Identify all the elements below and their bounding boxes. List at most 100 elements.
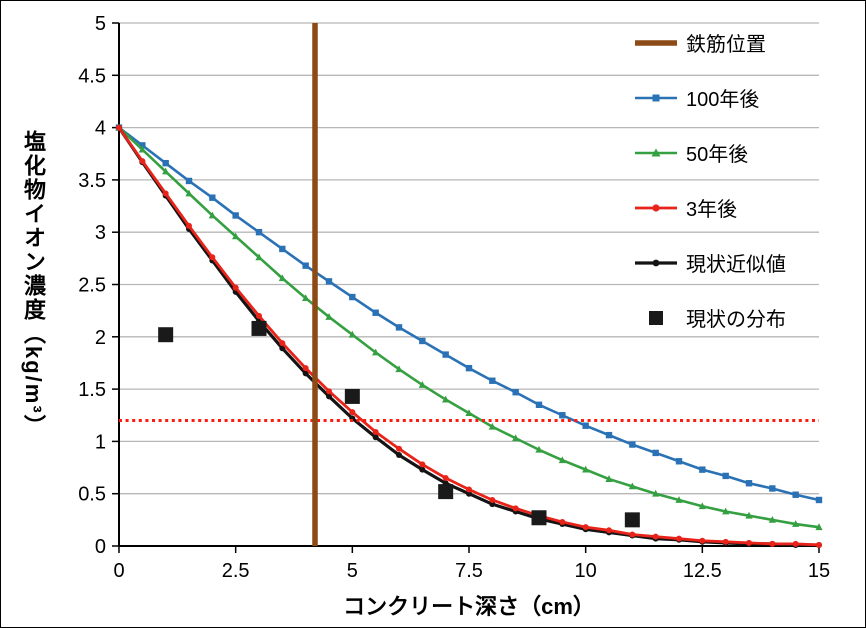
y-tick-label: 4 [95,118,106,140]
marker-3y [652,533,659,540]
marker-3y [396,445,402,452]
legend-item-rebar: 鉄筋位置 [633,15,786,70]
marker-3y [302,365,309,372]
marker-3y [769,540,776,547]
marker-current-fit [419,466,426,473]
y-tick-label: 1.5 [78,379,106,401]
marker-3y [186,222,192,229]
marker-100y [675,458,683,465]
marker-100y [512,389,519,396]
y-tick-label: 5 [95,13,106,35]
marker-3y [232,284,239,291]
marker-3y [279,340,286,347]
x-tick-label: 12.5 [683,560,722,582]
marker-50y [418,381,426,388]
marker-100y [559,412,566,419]
y-tick-label: 0 [95,536,106,558]
scatter-point-current-distribution [438,484,454,500]
y-tick-label: 2 [95,327,106,349]
scatter-point-current-distribution [531,510,547,526]
marker-50y [162,167,170,175]
marker-50y [278,274,286,282]
marker-50y [605,475,613,482]
marker-3y [816,541,822,548]
marker-current-fit [279,345,286,352]
marker-100y [652,449,659,457]
marker-current-fit [326,393,332,400]
x-tick-label: 0 [113,560,124,582]
marker-50y [185,189,193,197]
marker-50y [768,515,776,523]
marker-50y [395,365,403,373]
marker-3y [582,524,589,531]
marker-3y [722,538,729,545]
marker-3y [606,527,612,534]
marker-50y [582,465,590,473]
marker-50y [745,511,753,519]
marker-100y [395,324,403,331]
marker-3y [326,388,332,395]
marker-100y [255,229,263,236]
y-tick-label: 3.5 [78,170,106,192]
legend-label-3y: 3年後 [686,199,738,221]
marker-100y [605,431,613,439]
scatter-point-current-distribution [344,388,360,404]
series-current-fit-swatch [635,259,677,266]
legend-item-current-fit: 現状近似値 [633,235,786,290]
marker-50y [512,434,520,442]
series-50y-swatch [635,148,677,156]
x-tick-label: 2.5 [222,560,250,582]
legend-label-rebar: 鉄筋位置 [686,34,766,56]
marker-50y [348,330,356,338]
marker-50y [442,395,450,403]
marker-100y [535,401,543,408]
marker-100y [699,466,706,473]
marker-100y [302,262,309,269]
series-100y-swatch [635,94,677,101]
y-tick-label: 1 [95,431,106,453]
marker-100y [745,480,753,487]
legend-item-100y: 100年後 [633,70,786,125]
scatter-point-current-distribution [624,512,640,528]
marker-3y [139,158,146,165]
marker-50y [558,456,566,464]
marker-3y [489,496,496,503]
marker-3y [559,518,566,525]
marker-50y [628,482,636,490]
legend-item-50y: 50年後 [633,125,786,180]
marker-3y [209,254,216,261]
marker-50y [722,507,730,515]
marker-100y [582,422,589,429]
marker-3y [419,461,426,468]
marker-50y [488,422,496,430]
y-axis-title: 塩化物イオン濃度（kg/m³） [21,130,46,439]
x-tick-label: 10 [575,560,597,582]
marker-3y [116,124,122,131]
marker-100y [815,496,823,504]
marker-50y [465,409,473,417]
legend-label-50y: 50年後 [686,144,749,166]
legend-label-100y: 100年後 [686,89,760,111]
marker-50y [652,489,660,497]
marker-3y [746,539,752,546]
marker-100y [209,194,216,201]
marker-50y [675,496,683,503]
marker-50y [325,313,333,320]
marker-50y [138,145,146,153]
rebar-line-swatch [635,39,677,46]
marker-100y [372,309,379,316]
legend-item-current-distribution: 現状の分布 [633,290,786,345]
marker-100y [349,293,356,301]
marker-100y [279,245,286,253]
scatter-point-current-distribution [251,320,267,336]
legend-label-current-distribution: 現状の分布 [686,309,786,331]
marker-3y [466,486,472,493]
marker-3y [676,535,682,542]
marker-100y [419,337,426,345]
marker-50y [302,294,310,301]
marker-50y [792,520,800,527]
marker-3y [372,428,379,435]
y-tick-label: 4.5 [78,65,106,87]
marker-3y [792,540,799,547]
